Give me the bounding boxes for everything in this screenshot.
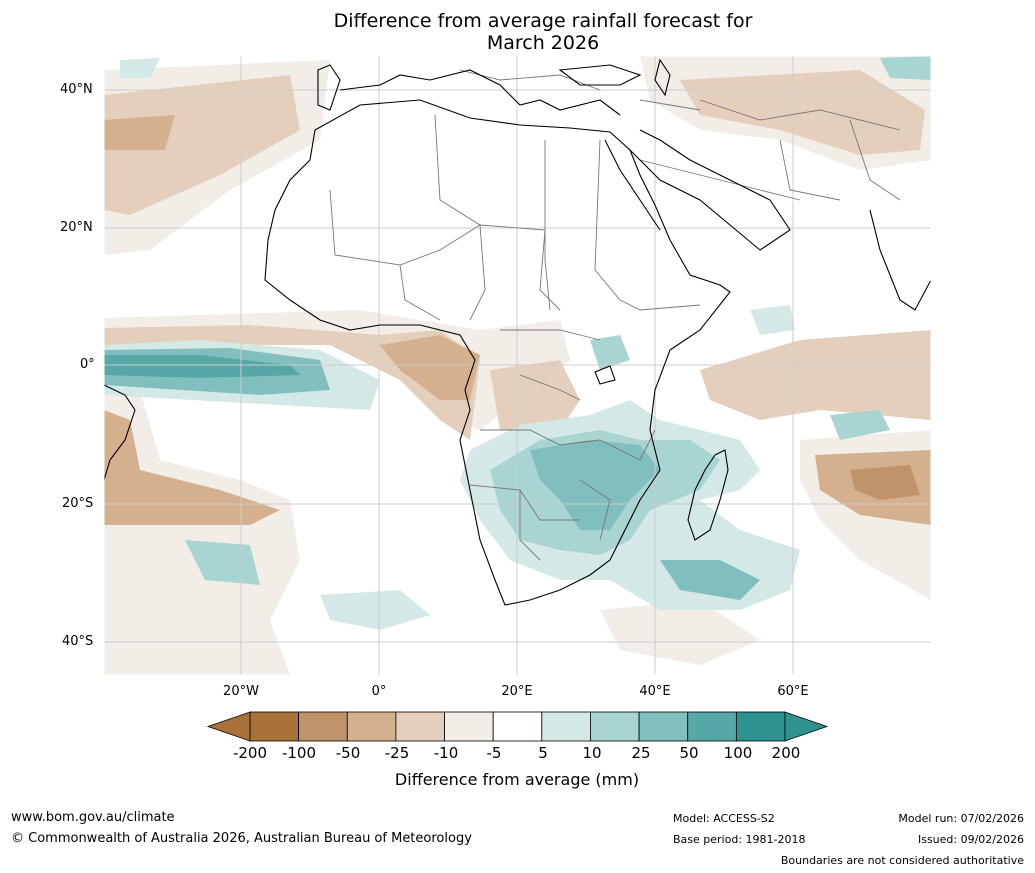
dry-area-gulf-of-guinea: [104, 325, 480, 440]
dry-anomaly-areas: [104, 56, 931, 675]
lat-label-20s: 20°S: [62, 496, 94, 511]
dry-area-gulf-core: [380, 335, 480, 400]
lake-victoria: [594, 365, 616, 385]
legend-swatch: [346, 711, 397, 742]
legend-extend-high-arrow: [784, 711, 829, 742]
legend-swatch: [541, 711, 591, 742]
legend-tick-label: 100: [723, 744, 753, 762]
lat-label-40n: 40°N: [60, 82, 93, 97]
madagascar-coastline: [687, 449, 729, 541]
legend-tick-label: -5: [486, 744, 502, 762]
country-boundaries: [329, 69, 901, 561]
mediterranean-north-coast: [339, 69, 621, 116]
legend-tick-label: 50: [679, 744, 699, 762]
wet-area-zambezi: [530, 440, 660, 530]
dry-area-south-atlantic-core: [104, 410, 280, 525]
lon-label-20e: 20°E: [501, 684, 533, 699]
europe-coastline: [317, 64, 341, 111]
lon-label-60e: 60°E: [777, 684, 809, 699]
legend-swatch: [492, 711, 543, 742]
legend-extend-low-arrow: [206, 711, 251, 742]
legend-swatch: [735, 711, 786, 742]
arabia-coastline: [629, 129, 791, 251]
legend-tick-label: 200: [771, 744, 801, 762]
black-sea: [558, 64, 642, 86]
legend-tick-label: 10: [582, 744, 602, 762]
footer-model-run: Model run: 07/02/2026: [898, 812, 1024, 825]
legend-swatch: [687, 711, 737, 742]
wet-area-north-indian: [750, 305, 795, 335]
dry-area-north-atlantic-core: [104, 75, 300, 215]
wet-area-indian-patch: [830, 410, 890, 440]
footer-copyright: © Commonwealth of Australia 2026, Austra…: [11, 831, 472, 846]
footer-issued: Issued: 09/02/2026: [917, 833, 1024, 846]
footer-model: Model: ACCESS-S2: [673, 812, 775, 825]
lat-label-40s: 40°S: [62, 634, 94, 649]
dry-area-congo: [490, 360, 580, 430]
legend-swatch: [249, 711, 300, 742]
legend-swatch: [590, 711, 640, 742]
title-line-1: Difference from average rainfall forecas…: [333, 10, 753, 32]
footer-website: www.bom.gov.au/climate: [11, 810, 175, 825]
dry-area-east-indian-inner: [850, 465, 920, 500]
wet-area-south-atlantic-small: [320, 590, 430, 630]
wet-area-madagascar-channel: [660, 560, 760, 600]
wet-area-uganda: [590, 335, 630, 370]
legend-swatch: [638, 711, 689, 742]
red-sea: [604, 139, 661, 231]
dry-area-indian-ocean: [700, 330, 931, 420]
legend-tick-label: -100: [281, 744, 317, 762]
title-line-2: March 2026: [486, 32, 600, 54]
lon-label-0: 0°: [371, 684, 387, 699]
south-america-coastline: [104, 384, 136, 481]
lon-label-40e: 40°E: [639, 684, 671, 699]
dry-area-north-atlantic-inner: [104, 115, 175, 150]
legend-tick-label: -50: [335, 744, 361, 762]
wet-area-caspian: [880, 56, 931, 80]
india-coastline: [869, 209, 931, 311]
legend-title: Difference from average (mm): [394, 770, 640, 789]
dry-area-southern-ocean: [600, 600, 760, 665]
legend-tick-label: -25: [384, 744, 410, 762]
africa-coastline: [264, 99, 731, 606]
footer-disclaimer: Boundaries are not considered authoritat…: [780, 854, 1024, 867]
legend-swatch: [444, 711, 494, 742]
wet-area-north-atlantic-small: [120, 58, 160, 78]
legend-tick-label: 5: [538, 744, 548, 762]
legend-tick-label: -200: [232, 744, 268, 762]
map-title: Difference from average rainfall forecas…: [200, 10, 886, 54]
footer-base-period: Base period: 1981-2018: [673, 833, 806, 846]
caspian-sea: [654, 58, 671, 97]
map-frame: [103, 55, 932, 676]
dry-area-south-atlantic: [104, 385, 300, 675]
lat-label-equator: 0°: [80, 357, 95, 372]
coastlines: [104, 58, 931, 606]
legend-tick-label: -10: [433, 744, 459, 762]
lat-label-20n: 20°N: [60, 220, 93, 235]
map-area: [104, 56, 931, 675]
legend-tick-label: 25: [631, 744, 651, 762]
legend-swatch: [298, 711, 348, 742]
lon-label-20w: 20°W: [223, 684, 259, 699]
wet-area-equatorial-atlantic-inner: [104, 355, 300, 378]
legend-swatch: [395, 711, 445, 742]
colorbar: [206, 711, 829, 742]
